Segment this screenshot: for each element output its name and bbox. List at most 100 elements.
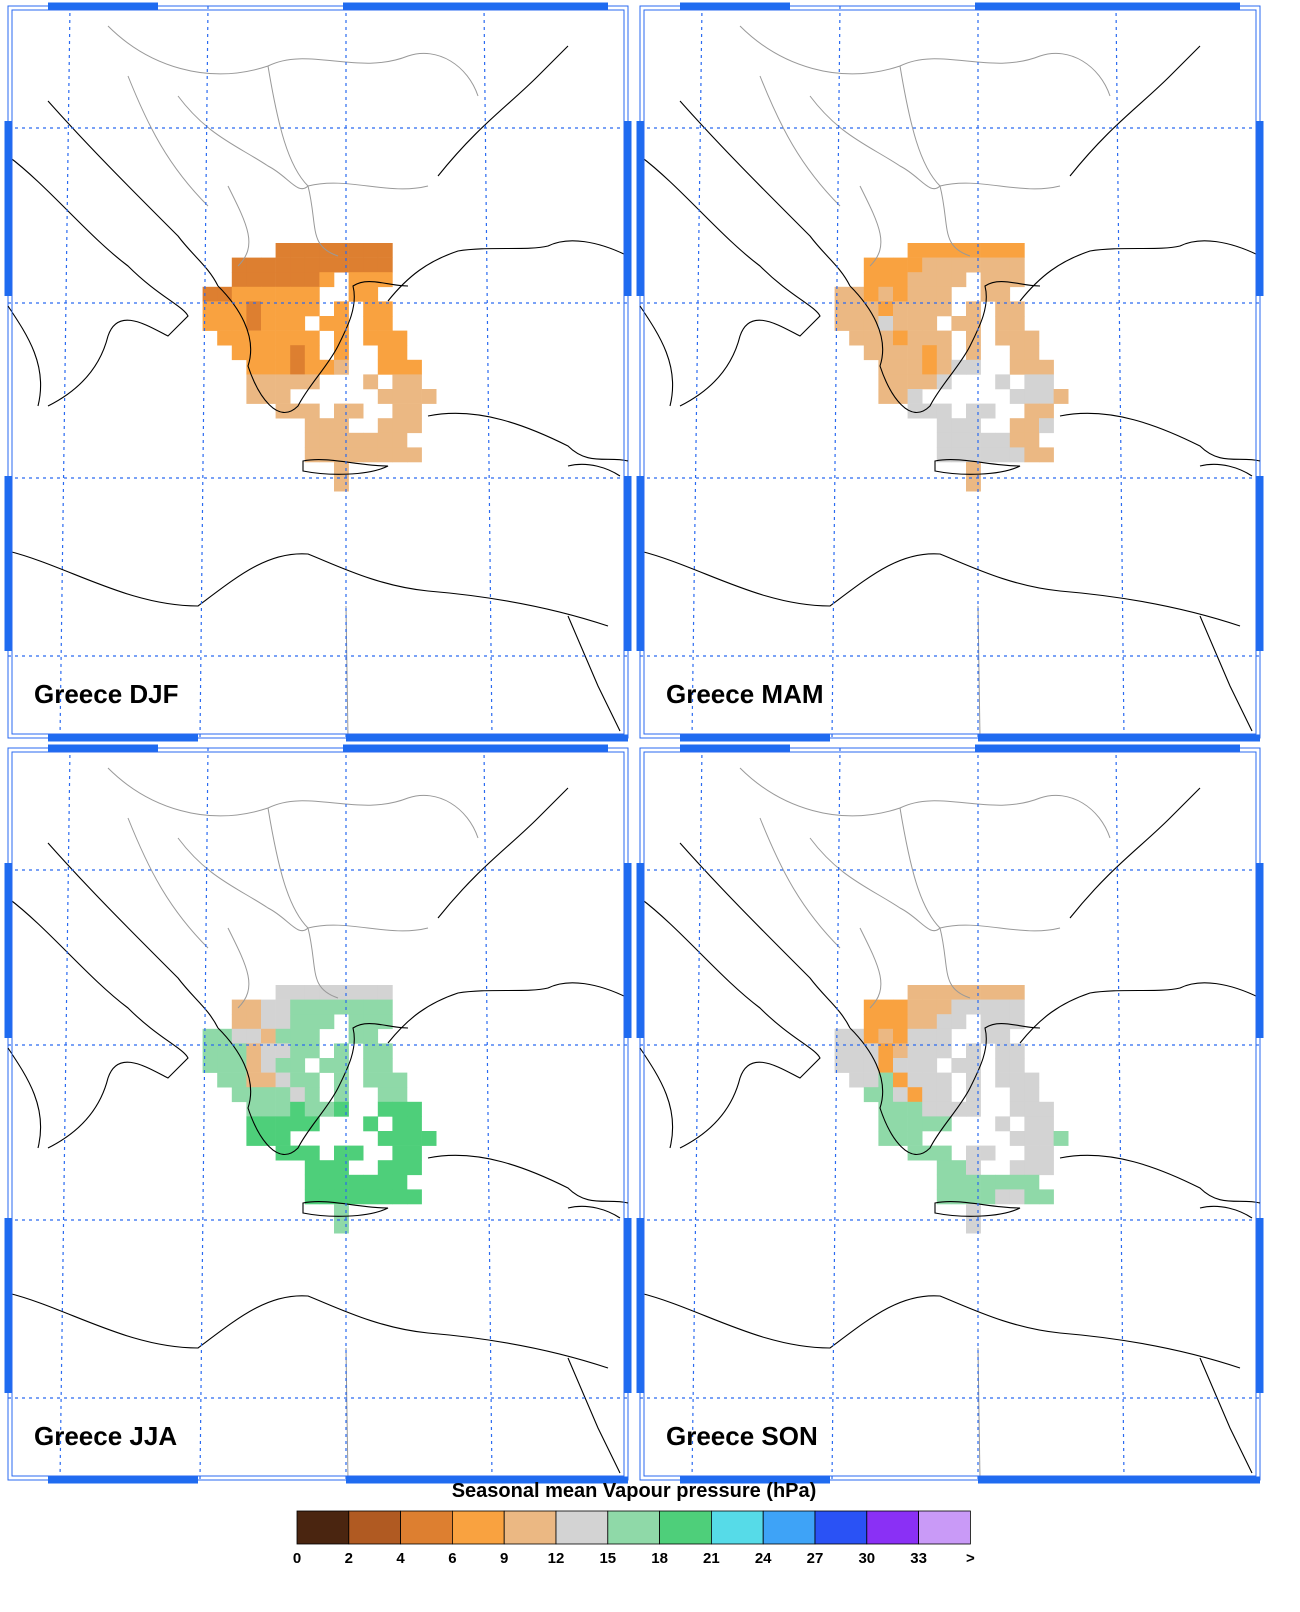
- grid-cell: [1009, 432, 1025, 448]
- grid-cell: [231, 345, 247, 361]
- grid-cell: [392, 1145, 408, 1161]
- grid-cell: [863, 345, 879, 361]
- grid-cell: [980, 403, 996, 419]
- grid-cell: [407, 1145, 422, 1161]
- grid-cell: [319, 1174, 335, 1190]
- grid-cell: [348, 1145, 364, 1161]
- colorbar-box: [866, 1510, 919, 1545]
- grid-cell: [1024, 374, 1040, 390]
- cell-layer: [834, 243, 1069, 492]
- grid-cell: [936, 1028, 952, 1044]
- colorbar-box: [762, 1510, 816, 1545]
- grid-cell: [966, 1189, 981, 1205]
- grid-cell: [261, 1116, 276, 1132]
- grid-cell: [304, 1101, 320, 1117]
- grid-cell: [290, 1087, 306, 1103]
- grid-cell: [275, 389, 291, 404]
- grid-cell: [966, 257, 981, 273]
- grid-cell: [922, 403, 938, 419]
- grid-cell: [1039, 1116, 1054, 1132]
- grid-cell: [275, 1145, 291, 1161]
- grid-cell: [290, 1028, 306, 1044]
- colorbar-label: 2: [345, 1550, 353, 1567]
- grid-cell: [363, 447, 379, 463]
- grid-cell: [290, 1058, 306, 1073]
- grid-cell: [334, 1174, 349, 1190]
- grid-cell: [936, 1014, 952, 1030]
- grid-cell: [951, 999, 967, 1015]
- grid-cell: [319, 359, 335, 375]
- grid-cell: [1009, 1160, 1025, 1176]
- grid-cell: [334, 243, 349, 258]
- grid-cell: [319, 447, 335, 463]
- grid-cell: [951, 1101, 967, 1117]
- grid-cell: [966, 1174, 981, 1190]
- grid-cell: [231, 1072, 247, 1088]
- grid-cell: [290, 1101, 306, 1117]
- grid-cell: [304, 272, 320, 288]
- grid-cell: [893, 1028, 908, 1044]
- grid-cell: [966, 462, 981, 477]
- grid-cell: [363, 301, 379, 317]
- grid-cell: [261, 1014, 276, 1030]
- grid-cell: [275, 316, 291, 331]
- grid-cell: [334, 476, 349, 492]
- grid-cell: [878, 1028, 894, 1044]
- grid-cell: [246, 286, 262, 302]
- grid-cell: [966, 418, 981, 434]
- grid-cell: [1024, 432, 1040, 448]
- grid-cell: [951, 1160, 967, 1176]
- grid-cell: [377, 1174, 393, 1190]
- grid-cell: [907, 403, 923, 419]
- grid-cell: [863, 1087, 879, 1103]
- grid-cell: [966, 999, 981, 1015]
- grid-cell: [936, 447, 952, 463]
- inner-frame: [643, 9, 1257, 735]
- inner-frame: [11, 751, 625, 1477]
- grid-cell: [261, 301, 276, 317]
- grid-cell: [202, 1043, 218, 1059]
- grid-cell: [304, 1043, 320, 1059]
- colorbar-label: 27: [807, 1550, 824, 1567]
- grid-cell: [363, 374, 379, 390]
- grid-cell: [275, 359, 291, 375]
- inner-frame: [643, 751, 1257, 1477]
- grid-cell: [304, 257, 320, 273]
- map-panel: Greece JJA: [4, 744, 632, 1484]
- grid-cell: [995, 301, 1011, 317]
- grid-cell: [1024, 1087, 1040, 1103]
- grid-cell: [421, 389, 437, 404]
- grid-cell: [1039, 447, 1054, 463]
- grid-cell: [1009, 1131, 1025, 1146]
- grid-cell: [907, 999, 923, 1015]
- grid-cell: [951, 432, 967, 448]
- colorbar-box: [918, 1510, 971, 1545]
- grid-cell: [995, 1116, 1011, 1132]
- grid-cell: [261, 330, 276, 346]
- grid-cell: [392, 389, 408, 404]
- grid-cell: [290, 1014, 306, 1030]
- grid-cell: [966, 1087, 981, 1103]
- grid-cell: [1009, 1014, 1025, 1030]
- grid-cell: [407, 1116, 422, 1132]
- colorbar-box: [659, 1510, 712, 1545]
- grid-cell: [392, 432, 408, 448]
- grid-cell: [936, 1189, 952, 1205]
- grid-cell: [1009, 1189, 1025, 1205]
- grid-cell: [246, 1028, 262, 1044]
- panel-title: Greece DJF: [34, 679, 179, 709]
- grid-cell: [202, 286, 218, 302]
- grid-cell: [363, 257, 379, 273]
- grid-cell: [936, 1101, 952, 1117]
- colorbar-box: [555, 1510, 609, 1545]
- grid-cell: [1039, 1189, 1054, 1205]
- grid-cell: [878, 389, 894, 404]
- grid-cell: [261, 316, 276, 331]
- grid-cell: [951, 447, 967, 463]
- grid-cell: [834, 316, 850, 331]
- grid-cell: [377, 999, 393, 1015]
- grid-cell: [951, 1058, 967, 1073]
- grid-cell: [980, 447, 996, 463]
- grid-cell: [936, 1043, 952, 1059]
- grid-cell: [231, 301, 247, 317]
